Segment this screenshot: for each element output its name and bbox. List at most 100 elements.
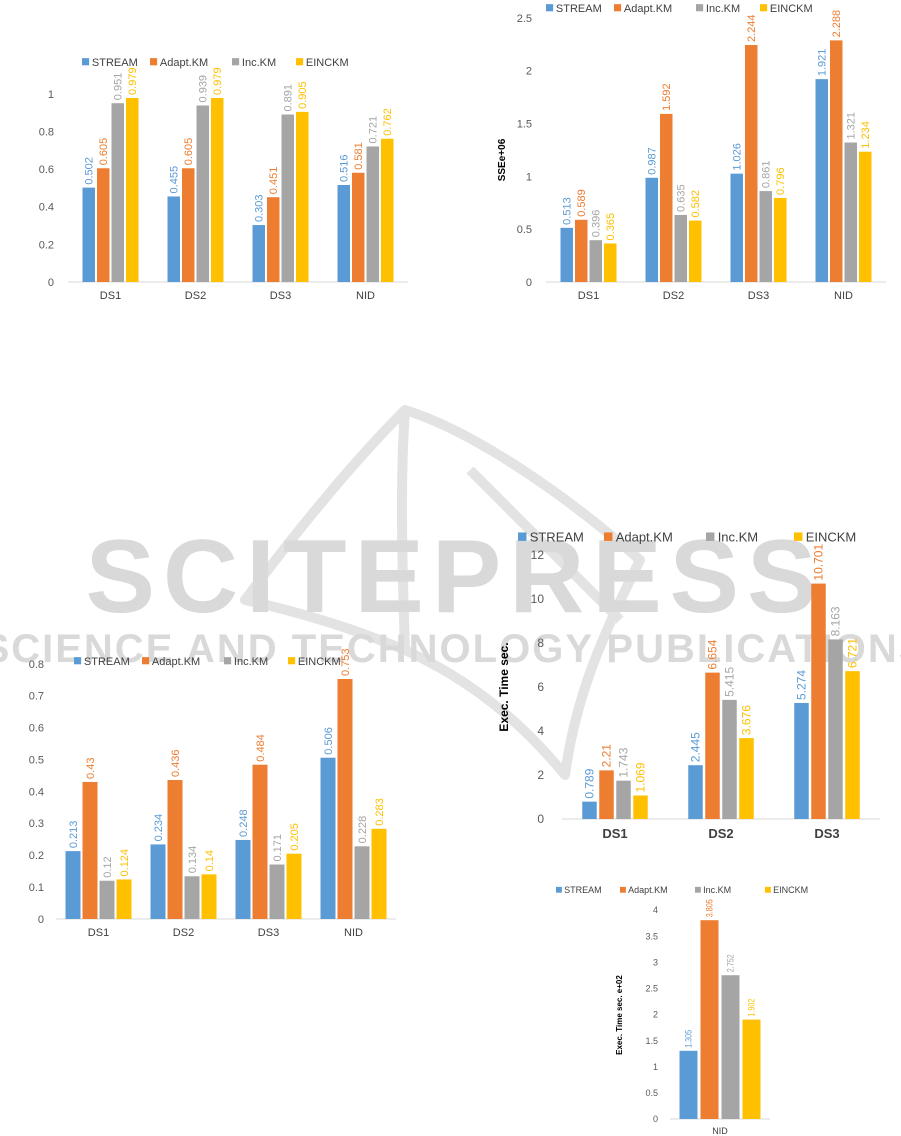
data-label: 1.305: [684, 1030, 694, 1048]
y-axis-ticks: 0 0.1 0.2 0.3 0.4 0.5 0.6 0.7 0.8: [29, 659, 44, 926]
y-tick-label: 1.5: [645, 1036, 658, 1046]
data-label: 0.205: [289, 823, 301, 851]
data-label: 0.451: [268, 167, 280, 195]
y-tick-label: 0.5: [29, 754, 44, 766]
y-axis-ticks: 0 0.5 1 1.5 2 2.5 3 3.5 4: [645, 905, 658, 1124]
bar: [705, 672, 720, 819]
data-label: 0.905: [297, 81, 309, 109]
data-label: 0.436: [170, 749, 182, 777]
watermark-logo: [240, 405, 645, 780]
bar: [844, 142, 857, 282]
chart-third-metric: STREAM Adapt.KM Inc.KM EINCKM00.10.20.30.40…: [29, 648, 396, 939]
category-label: DS3: [814, 826, 839, 841]
y-tick-label: 2: [526, 66, 532, 78]
bar: [633, 795, 648, 819]
bar: [269, 864, 285, 919]
legend-swatch: [695, 886, 701, 893]
bar: [201, 874, 217, 919]
legend-label: EINCKM: [298, 656, 341, 668]
bar: [371, 828, 387, 919]
category-label: NID: [712, 1126, 728, 1136]
data-label: 0.582: [690, 190, 702, 218]
data-label: 0.134: [187, 846, 199, 874]
data-label: 0.789: [583, 768, 597, 798]
data-label: 0.516: [339, 154, 351, 182]
chart-exec-time-nid: STREAM Adapt.KM Inc.KM EINCKM 0 0.5 1 1.5 2 2.5 3 3…: [556, 885, 808, 1136]
bar: [759, 191, 772, 282]
bar: [599, 770, 614, 819]
y-tick-label: 0.8: [29, 659, 44, 671]
data-label: 0.124: [119, 849, 131, 877]
bar: [97, 168, 110, 282]
legend-swatch: [518, 532, 527, 541]
watermark-title: SCITEPRESS: [86, 519, 825, 635]
legend-label: Inc.KM: [242, 57, 276, 69]
y-tick-label: 10: [531, 592, 545, 606]
y-tick-label: 2: [537, 768, 544, 782]
y-tick-label: 3.5: [645, 931, 658, 941]
data-label: 2.445: [689, 732, 703, 762]
legend-swatch: [224, 657, 232, 665]
y-axis-title: Exec. Time sec. e+02: [615, 975, 624, 1055]
bar: [815, 79, 828, 283]
bar: [352, 172, 365, 282]
data-label: 3.805: [705, 899, 715, 917]
data-label: 0.484: [255, 734, 267, 762]
legend-swatch: [794, 532, 803, 541]
bar: [111, 103, 124, 282]
data-label: 0.513: [562, 197, 574, 225]
bar: [167, 196, 180, 282]
category-label: DS2: [173, 927, 194, 939]
bar: [320, 757, 336, 919]
y-tick-label: 0.3: [29, 818, 44, 830]
data-label: 2.288: [831, 10, 843, 38]
y-tick-label: 0.7: [29, 691, 44, 703]
data-label: 0.502: [84, 157, 96, 185]
data-label: 0.635: [676, 184, 688, 212]
data-label: 0.455: [169, 166, 181, 194]
data-label: 2.244: [746, 15, 758, 43]
y-axis-title: SSEe+06: [497, 138, 508, 181]
legend-swatch: [614, 4, 622, 12]
legend-label: STREAM: [530, 530, 584, 545]
legend-label: EINCKM: [770, 3, 813, 15]
data-label: 0.12: [102, 856, 114, 877]
data-label: 8.163: [829, 606, 843, 636]
legend: STREAM Adapt.KM Inc.KM EINCKM: [74, 656, 341, 668]
bar: [688, 765, 703, 819]
category-label: DS2: [663, 290, 684, 302]
data-label: 1.234: [860, 121, 872, 149]
data-label: 1.026: [732, 143, 744, 171]
legend-swatch: [765, 886, 771, 893]
y-tick-label: 0.6: [29, 723, 44, 735]
bar: [604, 243, 617, 282]
bar: [82, 781, 98, 919]
bar: [366, 146, 379, 282]
y-tick-label: 1: [48, 89, 54, 101]
data-label: 0.762: [382, 108, 394, 136]
bar: [184, 876, 200, 919]
data-label: 3.676: [740, 705, 754, 735]
data-label: 6.654: [706, 639, 720, 669]
category-label: DS3: [258, 927, 279, 939]
watermark: SCITEPRESS SCIENCE AND TECHNOLOGY PUBLIC…: [0, 405, 901, 780]
data-label: 0.303: [254, 195, 266, 223]
bar: [730, 173, 743, 282]
legend-label: Inc.KM: [234, 656, 268, 668]
bar: [660, 113, 673, 282]
category-label: NID: [356, 290, 375, 302]
y-tick-label: 0.4: [39, 202, 54, 214]
bar: [337, 184, 350, 282]
legend-swatch: [620, 886, 626, 893]
y-axis-ticks: 0 2 4 6 8 10 12: [531, 548, 545, 826]
legend-label: Adapt.KM: [152, 656, 200, 668]
watermark-subtitle: SCIENCE AND TECHNOLOGY PUBLICATIONS: [0, 627, 901, 671]
bar: [745, 45, 758, 282]
data-label: 10.701: [812, 544, 826, 581]
y-tick-label: 3: [653, 957, 658, 967]
legend-label: Adapt.KM: [616, 530, 673, 545]
bar: [794, 702, 809, 819]
legend-swatch: [760, 4, 768, 12]
bar: [286, 853, 302, 919]
